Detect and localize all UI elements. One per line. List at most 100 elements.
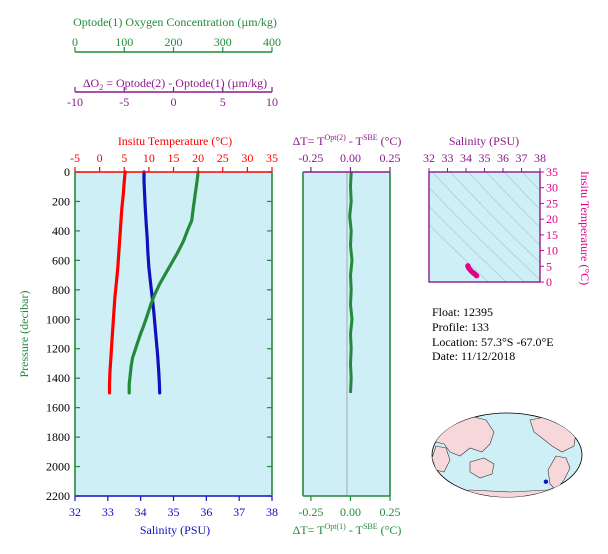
delta-t-panel: ΔT= TOpt(2) - TSBE (°C) ΔT= TOpt(1) - TS…: [293, 133, 402, 537]
density-contour-8: [521, 172, 540, 192]
ts-data-points: [465, 263, 480, 279]
world-map: [431, 412, 583, 498]
density-contour-7: [503, 172, 540, 210]
pressure-label-4: 800: [52, 283, 70, 297]
density-contour-5: [467, 172, 540, 246]
density-contour-1: [429, 205, 507, 282]
pressure-label-9: 1800: [46, 430, 70, 444]
pressure-label-11: 2200: [46, 489, 70, 503]
pressure-axis-label: Pressure (decibar): [17, 291, 31, 378]
delta-t-top-tick-label-1: 0.00: [340, 151, 361, 165]
ts-y-tick-label-0: 0: [546, 275, 552, 289]
oxTicks-label-1: 100: [115, 35, 133, 49]
salinity-axis-ticks: 32 33 34 35 36 37 38: [69, 496, 278, 519]
main-plot-area: [75, 172, 272, 496]
pressure-label-6: 1200: [46, 342, 70, 356]
doTicks-label-0: -10: [67, 95, 83, 109]
salTicks-label-1: 33: [102, 505, 114, 519]
delta-o2-axis: ΔO2 = Optode(2) - Optode(1) (µm/kg) -10 -…: [67, 76, 278, 109]
density-contour-9: [539, 172, 540, 173]
doTicks-label-4: 10: [266, 95, 278, 109]
oxTicks-label-3: 300: [214, 35, 232, 49]
temperature-axis-label: Insitu Temperature (°C): [118, 134, 232, 148]
delta-t-bottom-tick-label-2: 0.25: [380, 505, 401, 519]
ts-point-16: [474, 273, 480, 279]
pressure-label-8: 1600: [46, 401, 70, 415]
pressure-label-2: 400: [52, 224, 70, 238]
ts-y-tick-label-2: 10: [546, 244, 558, 258]
ts-salinity-ticks: 32 33 34 35 36 37 38: [423, 151, 546, 172]
ts-x-tick-label-0: 32: [423, 151, 435, 165]
ts-y-tick-label-3: 15: [546, 228, 558, 242]
pressure-label-10: 2000: [46, 460, 70, 474]
main-profile-panel: Insitu Temperature (°C) -5 0 5 10 15 20 25 30 35…: [17, 134, 278, 537]
pressure-label-7: 1400: [46, 371, 70, 385]
delta-t-line: [348, 171, 354, 393]
ts-plot-area: [429, 172, 540, 282]
salTicks-label-6: 38: [266, 505, 278, 519]
map-africa: [432, 445, 451, 473]
series-oxygen: [127, 170, 200, 395]
series-temperature: [107, 170, 127, 395]
salTicks-label-3: 35: [168, 505, 180, 519]
delta-t-bottom-label: ΔT= TOpt(1) - TSBE (°C): [293, 522, 402, 537]
density-contour-3: [431, 172, 540, 281]
salTicks-label-5: 37: [233, 505, 245, 519]
date: Date: 11/12/2018: [432, 349, 516, 363]
ts-temperature-label: Insitu Temperature (°C): [578, 171, 592, 285]
delta-o2-axis-ticks: -10 -5 0 5 10: [67, 87, 278, 109]
series-salinity: [142, 170, 162, 395]
tempTicks-label-4: 15: [168, 151, 180, 165]
density-contour-13: [603, 162, 608, 292]
density-contour-6: [485, 172, 540, 228]
salTicks-label-0: 32: [69, 505, 81, 519]
tempTicks-label-0: -5: [70, 151, 80, 165]
ts-x-tick-label-1: 33: [442, 151, 454, 165]
delta-t-bottom-tick-label-0: -0.25: [298, 505, 323, 519]
profile-number: Profile: 133: [432, 320, 489, 334]
location: Location: 57.3°S -67.0°E: [432, 335, 554, 349]
temperature-axis-ticks: -5 0 5 10 15 20 25 30 35: [70, 151, 278, 172]
doTicks-label-1: -5: [119, 95, 129, 109]
tempTicks-label-7: 30: [241, 151, 253, 165]
delta-t-series: [348, 171, 354, 393]
ts-y-tick-label-6: 30: [546, 181, 558, 195]
oxygen-axis-ticks: 0 100 200 300 400: [72, 35, 281, 52]
salTicks-label-4: 36: [200, 505, 212, 519]
tempTicks-label-3: 10: [143, 151, 155, 165]
ts-x-tick-label-5: 37: [516, 151, 528, 165]
oxTicks-label-0: 0: [72, 35, 78, 49]
float-id: Float: 12395: [432, 305, 494, 319]
main-series: [107, 170, 200, 395]
ts-x-tick-label-2: 34: [460, 151, 472, 165]
ts-frame: [428, 171, 541, 283]
delta-t-top-tick-label-2: 0.25: [380, 151, 401, 165]
tempTicks-label-6: 25: [217, 151, 229, 165]
pressure-label-5: 1000: [46, 312, 70, 326]
ts-salinity-label: Salinity (PSU): [449, 134, 519, 148]
density-contour-0: [429, 224, 489, 282]
tempTicks-label-1: 0: [97, 151, 103, 165]
ts-y-tick-label-4: 20: [546, 212, 558, 226]
delta-o2-axis-label: ΔO2 = Optode(2) - Optode(1) (µm/kg): [83, 76, 267, 92]
salTicks-label-2: 34: [135, 505, 147, 519]
ts-y-tick-label-5: 25: [546, 196, 558, 210]
delta-t-top-label: ΔT= TOpt(2) - TSBE (°C): [293, 133, 402, 148]
pressure-label-0: 0: [64, 165, 70, 179]
tempTicks-label-8: 35: [266, 151, 278, 165]
pressure-label-1: 200: [52, 194, 70, 208]
float-location-marker: [543, 479, 549, 484]
oxTicks-label-2: 200: [165, 35, 183, 49]
oxygen-axis: Optode(1) Oxygen Concentration (µm/kg) 0…: [72, 15, 281, 53]
oxTicks-label-4: 400: [263, 35, 281, 49]
delta-t-axis-ticks: -0.25 -0.25 0.00 0.00 0.25 0.25: [298, 151, 400, 519]
ts-diagram-panel: Salinity (PSU) 32 33 34 35 36 37 38 0 510 15 20 25…: [423, 134, 608, 292]
tempTicks-label-2: 5: [121, 151, 127, 165]
doTicks-label-3: 5: [220, 95, 226, 109]
delta-t-plot-area: [303, 172, 390, 496]
density-contour-2: [429, 187, 525, 282]
pressure-label-3: 600: [52, 253, 70, 267]
map-australia: [469, 457, 495, 479]
